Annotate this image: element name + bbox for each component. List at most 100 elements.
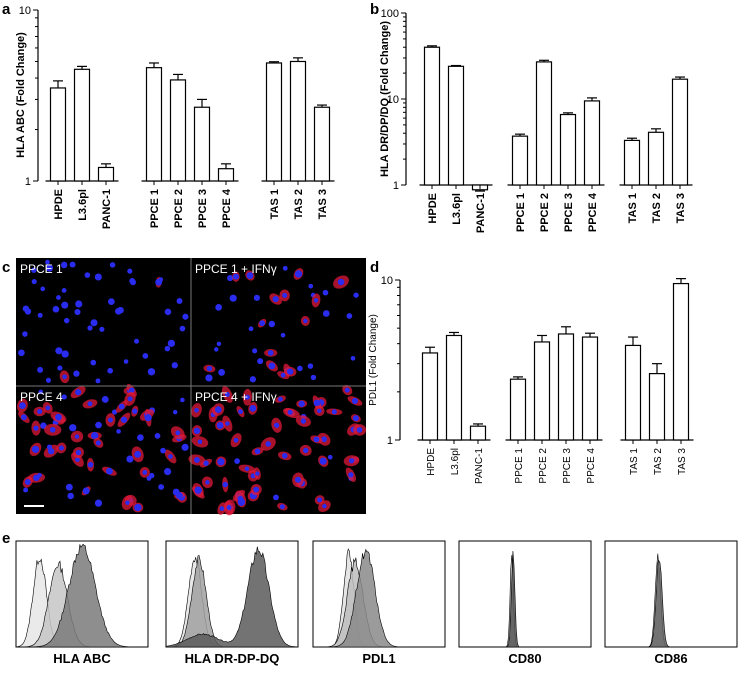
cell-nucleus: [297, 365, 303, 372]
bar: [97, 166, 115, 182]
cell-nucleus: [128, 387, 135, 394]
cell-nucleus: [216, 341, 222, 347]
cell-nucleus: [147, 368, 156, 376]
cell-nucleus: [317, 497, 323, 503]
cell-nucleus: [74, 434, 80, 439]
micrograph-label: PPCE 4: [20, 390, 63, 404]
histogram-curve: [313, 548, 445, 648]
x-tick-label: PPCE 3: [562, 448, 573, 484]
cell-nucleus: [67, 492, 74, 500]
cell-nucleus: [248, 326, 254, 332]
cell-nucleus: [126, 455, 134, 463]
cell-nucleus: [249, 376, 257, 383]
y-axis-label: PDL1 (Fold Change): [368, 314, 379, 406]
histogram: HLA DR-DP-DQ: [165, 540, 299, 666]
x-tick-label: HPDE: [53, 189, 65, 220]
cell-nucleus: [69, 424, 77, 432]
bar: [217, 168, 235, 182]
micrograph-tile: PPCE 1: [18, 259, 189, 384]
cell-nucleus: [233, 437, 239, 443]
cell-nucleus: [158, 484, 165, 490]
cell-nucleus: [167, 339, 176, 347]
cell-nucleus: [134, 503, 142, 512]
cell-nucleus: [225, 421, 230, 426]
cell-nucleus: [106, 467, 113, 475]
cell-nucleus: [168, 454, 173, 459]
cell-nucleus: [55, 413, 62, 421]
cell-nucleus: [73, 370, 80, 377]
x-tick-label: TAS 1: [629, 448, 640, 475]
cell-nucleus: [18, 349, 25, 357]
histogram-label: CD86: [654, 651, 687, 666]
bar: [671, 78, 689, 186]
cell-nucleus: [303, 447, 309, 454]
cell-nucleus: [23, 487, 29, 493]
cell-nucleus: [164, 467, 172, 476]
y-tick-label: 10: [381, 275, 393, 287]
panel-letter-a: a: [2, 1, 11, 18]
cell-nucleus: [75, 449, 82, 456]
cell-nucleus: [107, 417, 113, 423]
cell-nucleus: [46, 444, 53, 450]
cell-nucleus: [90, 319, 98, 327]
x-tick-label: PPCE 2: [539, 193, 551, 232]
cell-nucleus: [224, 391, 230, 398]
histogram-frame: [458, 540, 592, 648]
y-axis-label: HLA ABC (Fold Change): [15, 32, 27, 158]
bar: [447, 65, 465, 186]
cell-nucleus: [279, 504, 285, 510]
cell-nucleus: [123, 359, 129, 364]
micrograph-tile: PPCE 4 + IFNγ: [188, 384, 367, 516]
cell-nucleus: [109, 262, 116, 268]
bar: [145, 67, 163, 182]
histogram-label: PDL1: [362, 651, 395, 666]
cell-nucleus: [90, 359, 97, 366]
bar: [624, 344, 642, 441]
bar: [469, 425, 487, 441]
cell-nucleus: [22, 331, 28, 337]
histogram-label: HLA DR-DP-DQ: [185, 651, 280, 666]
y-tick-label: 1: [25, 176, 31, 188]
cell-nucleus: [322, 289, 329, 296]
cell-nucleus: [265, 441, 271, 447]
cell-nucleus: [132, 408, 138, 414]
x-tick-label: TAS 2: [293, 189, 305, 219]
cell-nucleus: [267, 349, 274, 356]
cell-nucleus: [197, 439, 203, 444]
cell-nucleus: [19, 402, 26, 409]
cell-nucleus: [327, 454, 333, 460]
cell-nucleus: [346, 313, 353, 319]
bar: [445, 334, 463, 441]
cell-nucleus: [226, 505, 232, 510]
cell-nucleus: [252, 348, 258, 354]
cell-nucleus: [244, 466, 250, 472]
cell-nucleus: [87, 401, 93, 407]
cell-nucleus: [127, 396, 133, 402]
bar: [49, 87, 67, 182]
x-tick-label: TAS 3: [675, 193, 687, 223]
cell-nucleus: [45, 405, 51, 411]
cell-nucleus: [238, 409, 243, 415]
cell-nucleus: [268, 362, 276, 370]
cell-nucleus: [62, 374, 67, 380]
cell-nucleus: [107, 298, 115, 306]
bar: [265, 62, 283, 182]
cell-nucleus: [84, 272, 91, 278]
cell-nucleus: [61, 301, 69, 309]
cell-nucleus: [205, 480, 210, 485]
x-tick-label: TAS 1: [627, 193, 639, 223]
cell-nucleus: [127, 268, 133, 274]
cell-nucleus: [125, 500, 130, 505]
x-tick-label: PPCE 4: [586, 448, 597, 484]
bar: [623, 139, 641, 186]
x-tick-label: L3.6pl: [77, 189, 89, 221]
panel-letter-d: d: [370, 259, 379, 276]
x-tick-label: HPDE: [426, 448, 437, 476]
bar: [511, 135, 529, 186]
cell-nucleus: [91, 431, 99, 440]
bar: [559, 113, 577, 186]
cell-nucleus: [218, 369, 225, 376]
cell-nucleus: [206, 365, 213, 372]
